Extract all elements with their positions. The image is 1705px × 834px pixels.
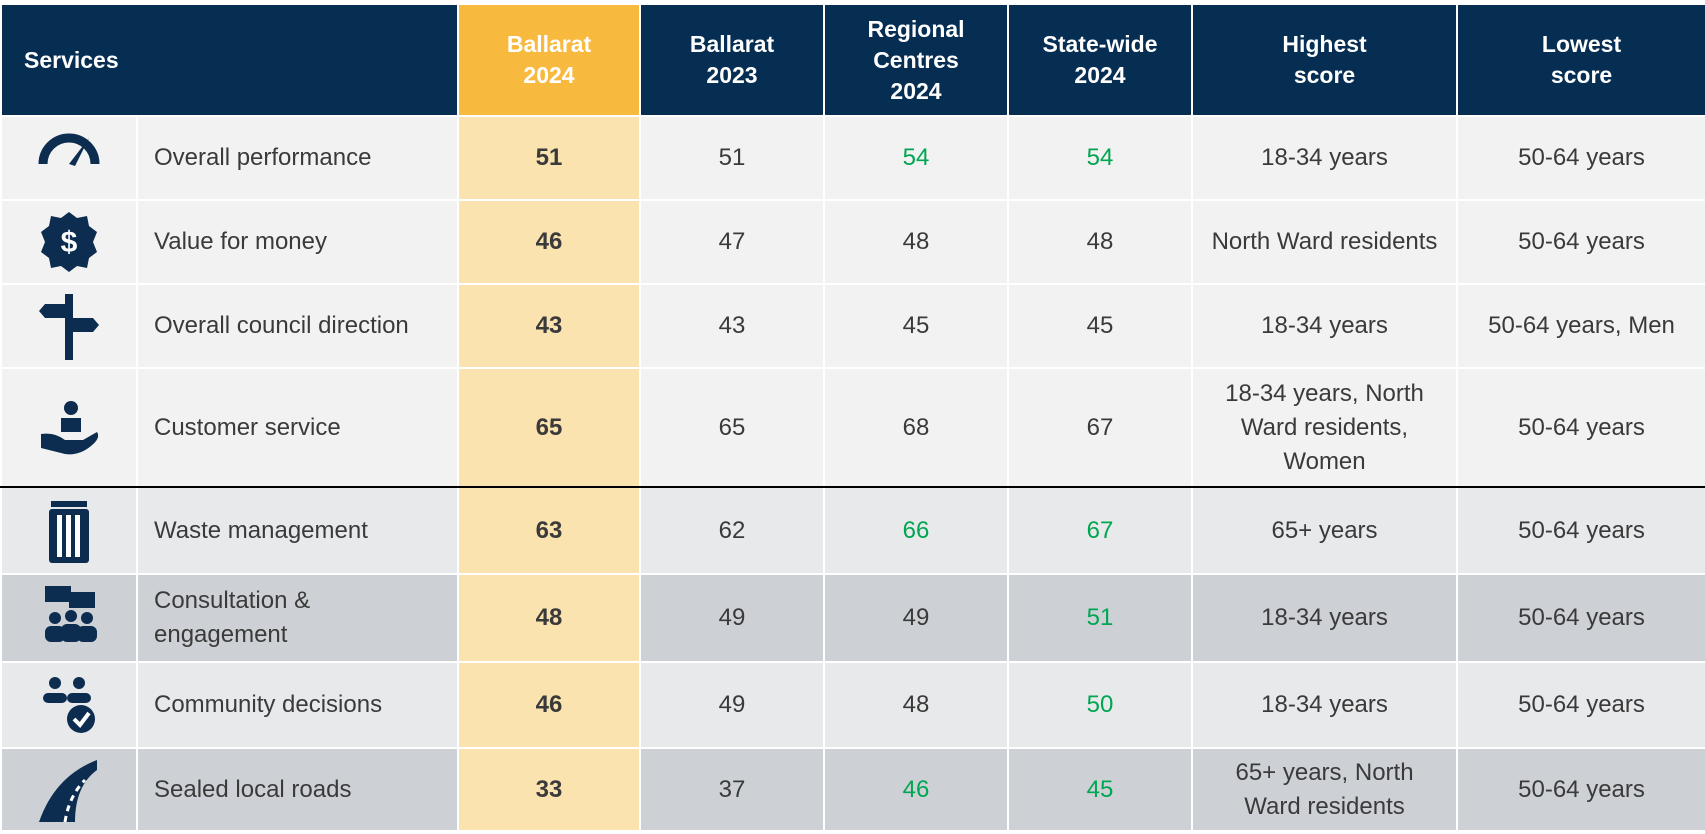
score-cell: 63	[457, 486, 642, 575]
score-cell: 65	[639, 367, 826, 488]
score-cell: 49	[639, 573, 826, 663]
score-cell: 47	[639, 199, 826, 285]
icon-cell	[0, 115, 138, 201]
service-icon	[38, 133, 100, 166]
lowest-score: 50-64 years	[1456, 486, 1705, 575]
icon-cell	[0, 283, 138, 369]
score-cell: 67	[1007, 367, 1194, 488]
lowest-score: 50-64 years	[1456, 115, 1705, 201]
service-name: Overall performance	[135, 115, 460, 201]
score-cell: 46	[457, 661, 642, 749]
service-name: Community decisions	[135, 661, 460, 749]
score-cell: 50	[1007, 661, 1194, 749]
icon-cell	[0, 486, 138, 575]
score-cell: 65	[457, 367, 642, 488]
score-cell: 51	[457, 115, 642, 201]
service-name: Value for money	[135, 199, 460, 285]
score-cell: 48	[823, 199, 1010, 285]
score-cell: 54	[823, 115, 1010, 201]
header-cell: Services	[0, 5, 460, 117]
highest-score: 65+ years, North Ward residents	[1191, 747, 1459, 832]
service-name: Customer service	[135, 367, 460, 488]
data-row: $ Value for money 46 47 48 48 North Ward resid…	[0, 199, 1705, 285]
score-cell: 45	[1007, 747, 1194, 832]
highest-score: North Ward residents	[1191, 199, 1459, 285]
highest-score: 65+ years	[1191, 486, 1459, 575]
score-cell: 48	[457, 573, 642, 663]
data-row: Consultation & engagement 48 49 49 51 18-34 y…	[0, 573, 1705, 663]
header-cell: Regional Centres 2024	[823, 5, 1010, 117]
lowest-score: 50-64 years	[1456, 367, 1705, 488]
score-cell: 45	[1007, 283, 1194, 369]
service-icon	[39, 294, 99, 360]
icon-cell	[0, 661, 138, 749]
header-cell: Ballarat 2024	[457, 5, 642, 117]
header-cell: Lowest score	[1456, 5, 1705, 117]
score-cell: 33	[457, 747, 642, 832]
data-row: Sealed local roads 33 37 46 45 65+ years, Nor…	[0, 747, 1705, 832]
highest-score: 18-34 years	[1191, 661, 1459, 749]
score-cell: 43	[457, 283, 642, 369]
score-cell: 51	[1007, 573, 1194, 663]
data-row: Overall council direction 43 43 45 45 18-34 y…	[0, 283, 1705, 369]
header-cell: Highest score	[1191, 5, 1459, 117]
score-cell: 54	[1007, 115, 1194, 201]
score-cell: 37	[639, 747, 826, 832]
highest-score: 18-34 years	[1191, 283, 1459, 369]
score-cell: 43	[639, 283, 826, 369]
service-name: Overall council direction	[135, 283, 460, 369]
score-cell: 66	[823, 486, 1010, 575]
score-cell: 48	[1007, 199, 1194, 285]
score-cell: 48	[823, 661, 1010, 749]
scorecard: Services Ballarat 2024 Ballarat 2023 Region…	[0, 5, 1705, 834]
highest-score: 18-34 years, North Ward residents, Women	[1191, 367, 1459, 488]
score-cell: 46	[457, 199, 642, 285]
data-row: Community decisions 46 49 48 50 18-34 years 50…	[0, 661, 1705, 749]
service-name: Waste management	[135, 486, 460, 575]
score-cell: 49	[639, 661, 826, 749]
score-cell: 46	[823, 747, 1010, 832]
header-cell: Ballarat 2023	[639, 5, 826, 117]
lowest-score: 50-64 years	[1456, 573, 1705, 663]
service-icon: $	[41, 212, 97, 272]
data-row: Waste management 63 62 66 67 65+ years 50-64 y…	[0, 486, 1705, 575]
service-icon	[45, 586, 97, 642]
highest-score: 18-34 years	[1191, 115, 1459, 201]
score-cell: 51	[639, 115, 826, 201]
icon-cell	[0, 573, 138, 663]
score-cell: 67	[1007, 486, 1194, 575]
score-cell: 45	[823, 283, 1010, 369]
header-cell: State-wide 2024	[1007, 5, 1194, 117]
icon-cell: $	[0, 199, 138, 285]
score-cell: 68	[823, 367, 1010, 488]
data-row: Overall performance 51 51 54 54 18-34 years 50…	[0, 115, 1705, 201]
icon-cell	[0, 367, 138, 488]
svg-text:$: $	[61, 226, 78, 259]
lowest-score: 50-64 years	[1456, 661, 1705, 749]
service-icon	[49, 500, 89, 563]
icon-cell	[0, 747, 138, 832]
data-row: Customer service 65 65 68 67 18-34 years, Nor…	[0, 367, 1705, 488]
score-cell: 49	[823, 573, 1010, 663]
service-icon	[39, 759, 97, 822]
score-cell: 62	[639, 486, 826, 575]
score-table: Services Ballarat 2024 Ballarat 2023 Region…	[0, 5, 1705, 832]
lowest-score: 50-64 years	[1456, 747, 1705, 832]
service-name: Sealed local roads	[135, 747, 460, 832]
service-name: Consultation & engagement	[135, 573, 460, 663]
header-row: Services Ballarat 2024 Ballarat 2023 Region…	[0, 5, 1705, 117]
service-icon	[41, 400, 99, 454]
highest-score: 18-34 years	[1191, 573, 1459, 663]
lowest-score: 50-64 years, Men	[1456, 283, 1705, 369]
lowest-score: 50-64 years	[1456, 199, 1705, 285]
service-icon	[43, 677, 95, 733]
